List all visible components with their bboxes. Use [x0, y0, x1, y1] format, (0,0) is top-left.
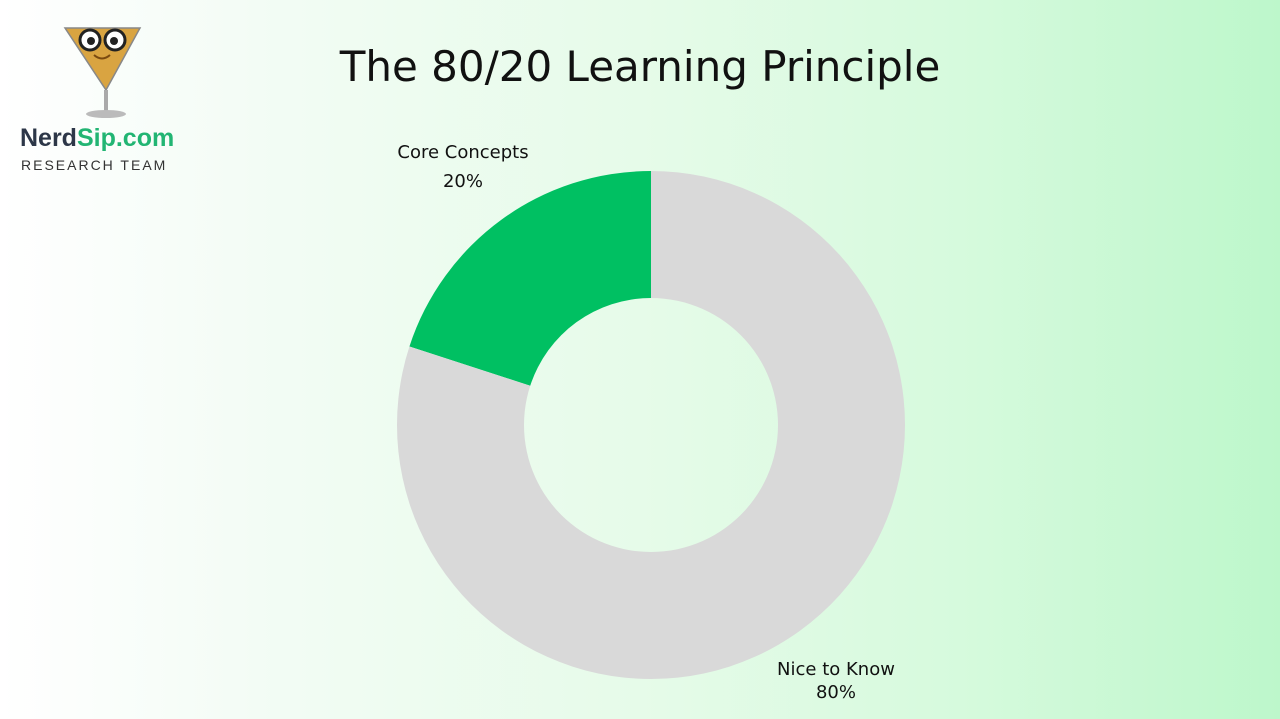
slice-nice-to-know [397, 171, 905, 679]
slice-core-concepts [409, 171, 651, 386]
slice-value-core-concepts: 20% [443, 171, 483, 192]
brand-subtitle: RESEARCH TEAM [21, 157, 168, 173]
brand-name-part1: Nerd [20, 124, 77, 152]
brand-name-part2: Sip.com [76, 124, 175, 152]
slice-label-core-concepts: Core Concepts [397, 142, 528, 163]
nerdsip-logo [63, 27, 142, 118]
brand-name: NerdSip.com [20, 124, 174, 153]
slice-label-nice-to-know: Nice to Know [777, 659, 895, 680]
chart-title: The 80/20 Learning Principle [339, 42, 941, 91]
slice-value-nice-to-know: 80% [816, 682, 856, 703]
